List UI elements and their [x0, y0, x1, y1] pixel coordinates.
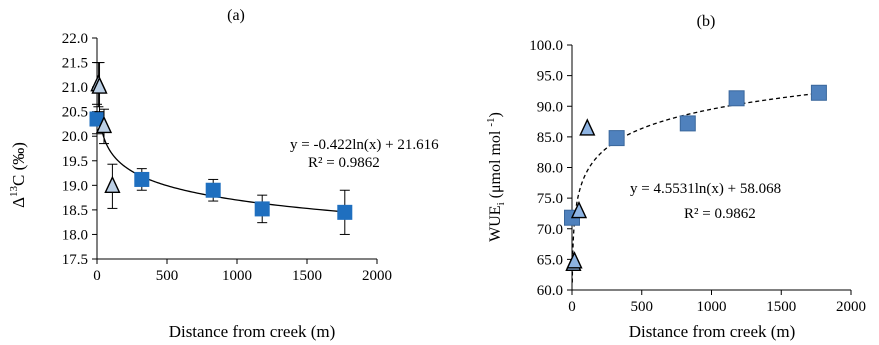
panel-a-marks — [89, 62, 353, 235]
x-tick-label: 1000 — [697, 299, 727, 315]
y-tick-label: 65.0 — [537, 252, 563, 268]
panel-b: (b) 0 500 1000 1500 2000 60.0 65.0 70.0 75.0 80.0… — [485, 13, 866, 341]
data-point-square — [205, 182, 221, 198]
panel-b-equation: y = 4.5531ln(x) + 58.068 — [630, 181, 781, 197]
panel-b-ylabel-sup: -1 — [485, 117, 497, 126]
x-tick-label: 500 — [156, 268, 179, 284]
y-tick-label: 21.0 — [62, 80, 88, 96]
panel-b-title: (b) — [697, 13, 716, 30]
data-point-triangle — [579, 118, 596, 136]
y-tick-label: 18.0 — [62, 227, 88, 243]
y-tick-label: 22.0 — [62, 31, 88, 47]
data-point-triangle — [104, 175, 121, 194]
panel-a-ylabel: Δ13C (‰) — [8, 142, 28, 208]
y-tick-label: 19.0 — [62, 178, 88, 194]
data-point-square — [679, 115, 696, 132]
panel-b-ylabel-close: ) — [487, 112, 504, 117]
x-tick-label: 0 — [568, 299, 576, 315]
data-point-square — [134, 171, 150, 187]
y-tick-label: 95.0 — [537, 69, 563, 85]
panel-a: (a) 0 500 1000 1500 2000 17.5 18.0 18.5 19.0 19.5… — [8, 7, 439, 341]
y-tick-label: 60.0 — [537, 283, 563, 299]
y-tick-label: 17.5 — [62, 252, 88, 268]
panel-b-ylabel: WUEi (μmol mol -1) — [485, 112, 507, 242]
y-tick-label: 20.5 — [62, 105, 88, 121]
panel-a-axes: 0 500 1000 1500 2000 17.5 18.0 18.5 19.0 19.5 20.0… — [62, 31, 392, 284]
panel-a-ylabel-prefix: Δ — [9, 197, 28, 208]
panel-a-r2: R² = 0.9862 — [308, 155, 380, 171]
y-tick-label: 70.0 — [537, 222, 563, 238]
panel-b-ylabel-suffix: (μmol mol — [487, 127, 504, 203]
y-tick-label: 18.5 — [62, 203, 88, 219]
panel-b-ylabel-sub: i — [495, 202, 507, 205]
data-point-triangle — [570, 200, 588, 219]
data-point-square — [254, 201, 270, 217]
data-point-triangle — [566, 251, 583, 269]
y-tick-label: 20.0 — [62, 129, 88, 145]
x-tick-label: 500 — [631, 299, 654, 315]
y-tick-label: 19.5 — [62, 154, 88, 170]
x-tick-label: 2000 — [362, 268, 392, 284]
data-point-triangle — [91, 76, 108, 94]
data-point-square — [728, 90, 745, 107]
x-tick-label: 1500 — [292, 268, 322, 284]
data-point-square — [810, 84, 827, 101]
panel-b-marks — [564, 84, 827, 283]
trendline — [571, 92, 819, 283]
y-tick-label: 85.0 — [537, 130, 563, 146]
data-point-triangle — [95, 115, 113, 134]
data-point-square — [337, 204, 353, 220]
x-tick-label: 1000 — [222, 268, 252, 284]
panel-b-ylabel-prefix: WUE — [487, 205, 504, 241]
panel-a-equation: y = -0.422ln(x) + 21.616 — [290, 137, 439, 153]
panel-b-xlabel: Distance from creek (m) — [629, 322, 796, 341]
panel-a-ylabel-sup: 13 — [8, 185, 20, 197]
x-tick-label: 1500 — [766, 299, 796, 315]
panel-a-title: (a) — [227, 7, 245, 24]
y-tick-label: 100.0 — [529, 38, 563, 54]
panel-a-ylabel-suffix: C (‰) — [9, 142, 28, 186]
data-point-square — [608, 130, 625, 147]
panel-b-r2: R² = 0.9862 — [684, 206, 756, 222]
panel-b-axes: 0 500 1000 1500 2000 60.0 65.0 70.0 75.0 80.0 85.0… — [529, 38, 866, 315]
panel-a-xlabel: Distance from creek (m) — [169, 322, 336, 341]
y-tick-label: 75.0 — [537, 191, 563, 207]
y-tick-label: 21.5 — [62, 56, 88, 72]
x-tick-label: 0 — [93, 268, 101, 284]
y-tick-label: 80.0 — [537, 161, 563, 177]
y-tick-label: 90.0 — [537, 99, 563, 115]
x-tick-label: 2000 — [836, 299, 866, 315]
